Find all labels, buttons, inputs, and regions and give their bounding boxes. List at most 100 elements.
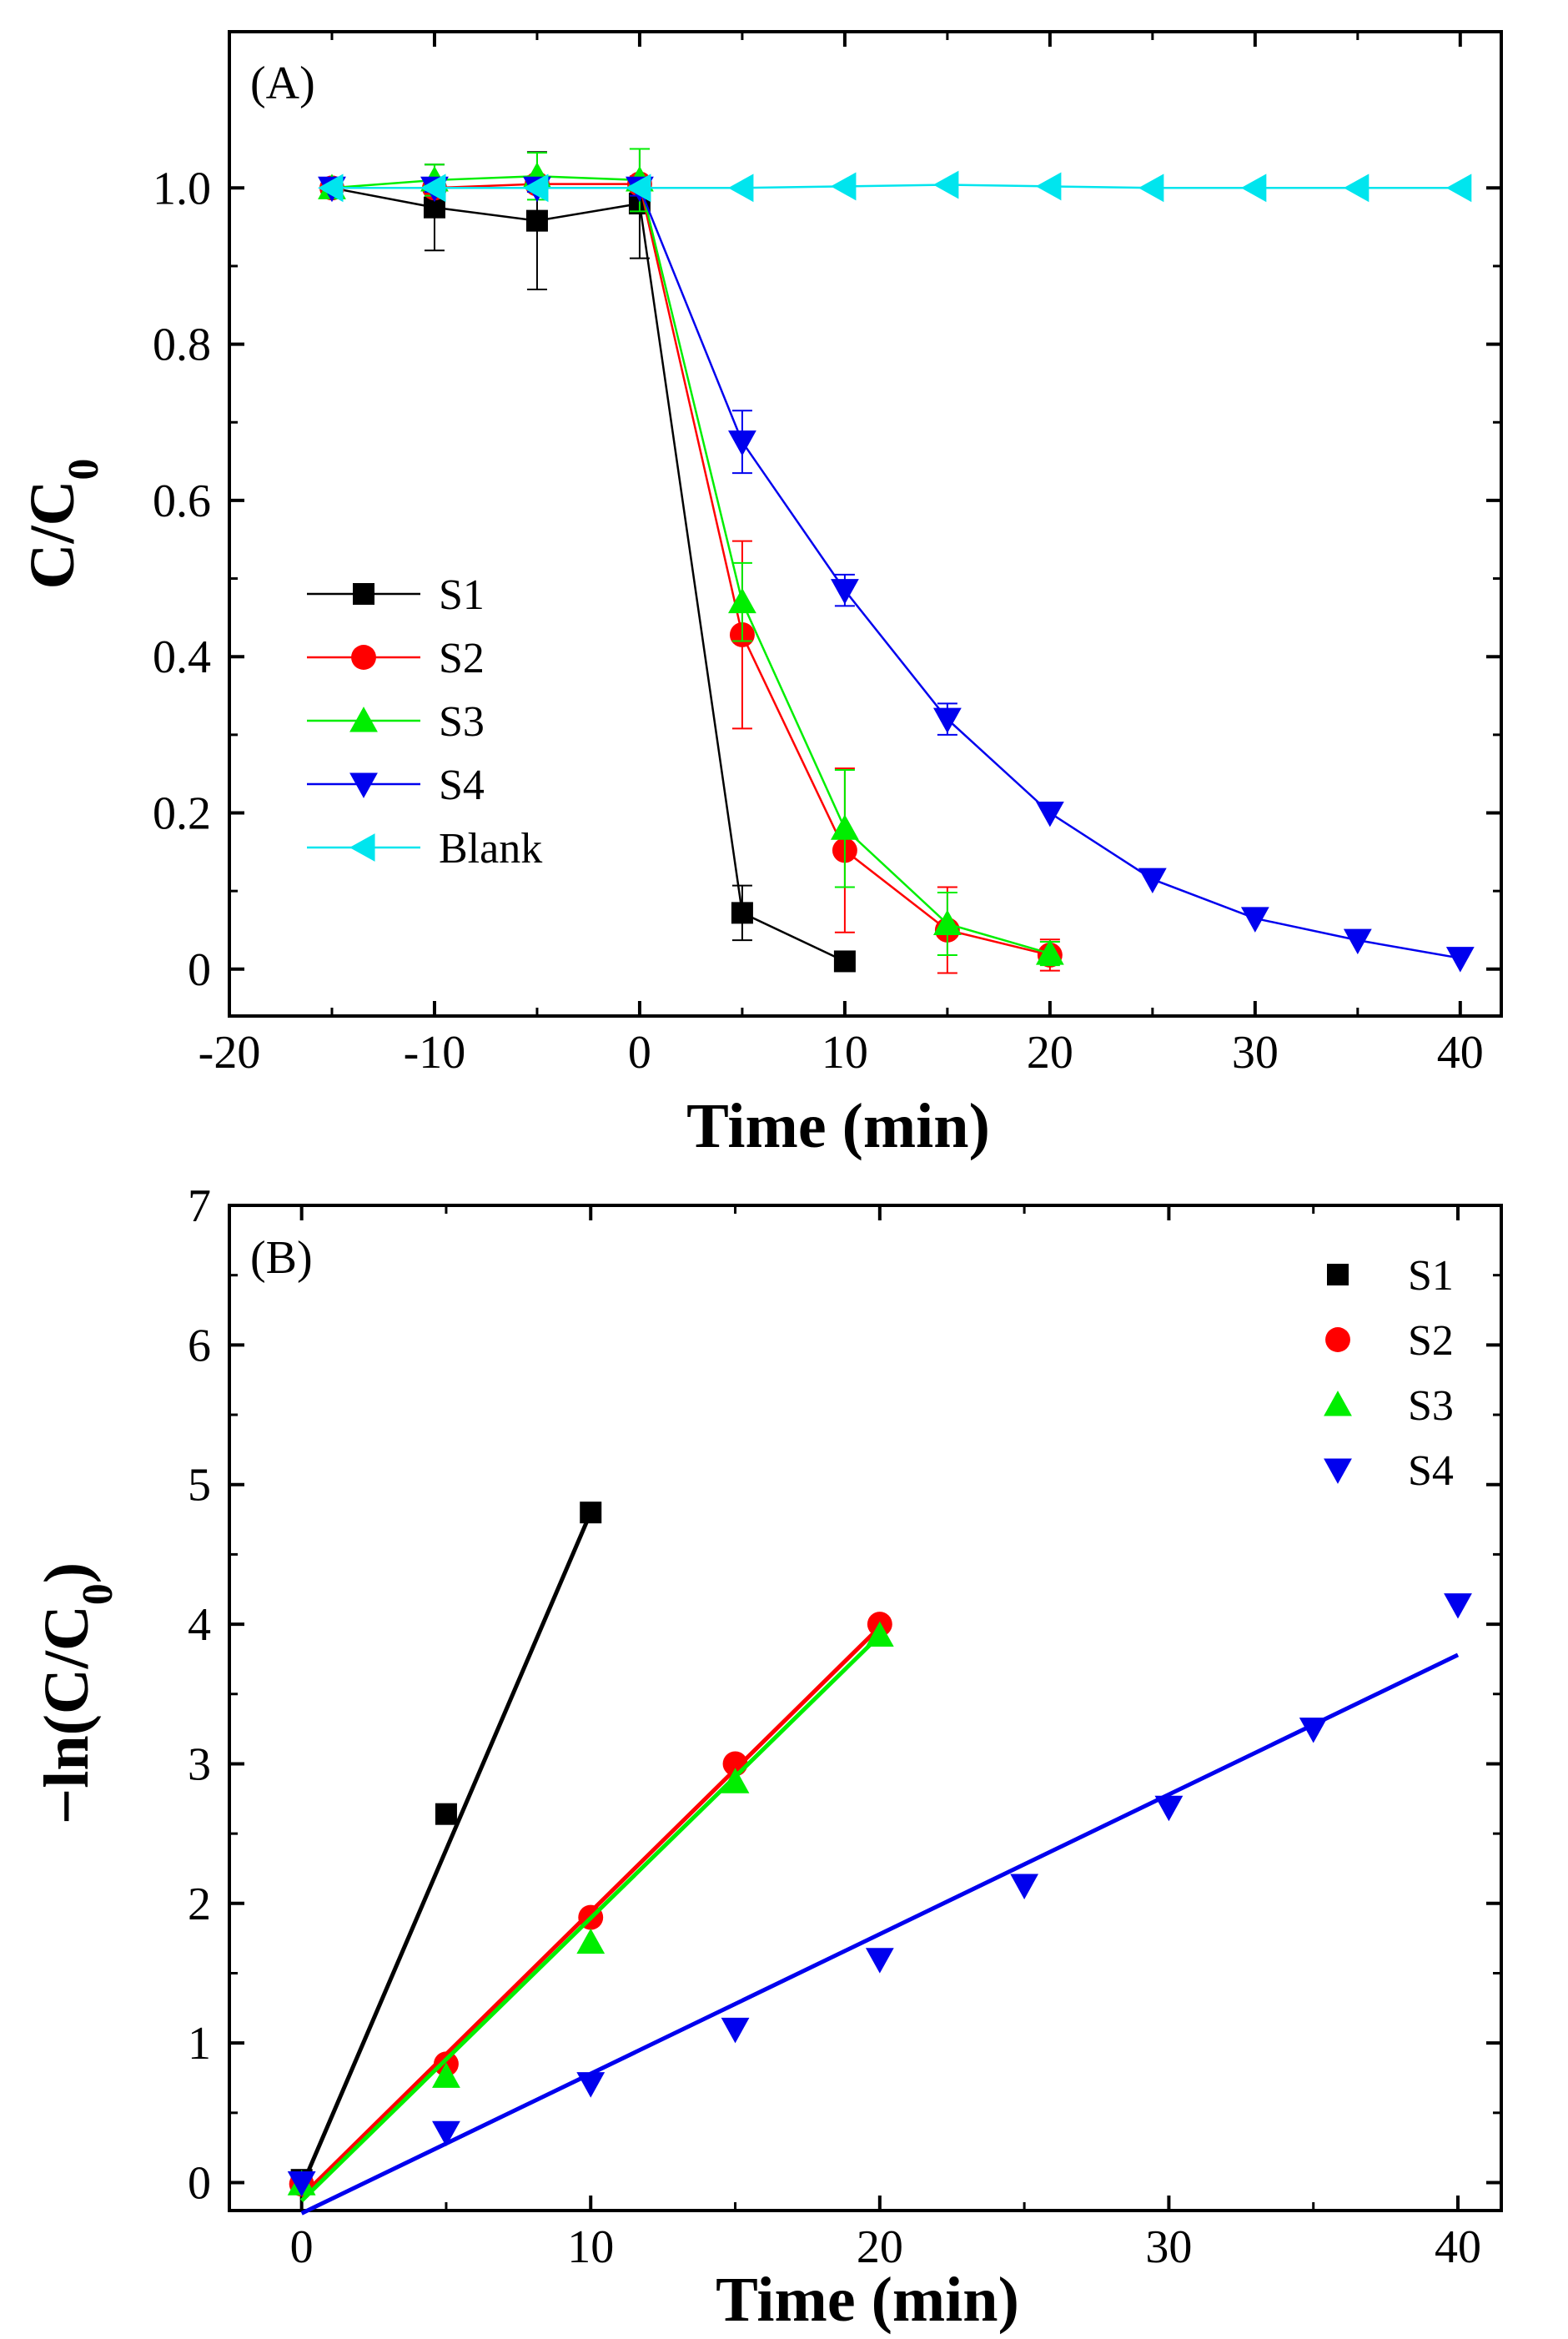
panel-a-x-axis: -20 -10 0 10 20 30 40 — [199, 32, 1484, 1079]
panel-b-point-s1 — [435, 1803, 457, 1825]
panel-b-label: (B) — [250, 1232, 313, 1284]
panel-a-point-s3 — [831, 814, 859, 840]
panel-b-y-axis-label: −ln(C/C0) — [32, 1562, 122, 1824]
panel-a: -20 -10 0 10 20 30 40 00.20.40.60.81.0 S1S2S3S… — [18, 30, 1503, 1161]
panel-b-x-tick-label: 40 — [1435, 2221, 1481, 2273]
panel-a-point-s4 — [728, 430, 756, 456]
panel-b-point-s4 — [576, 2072, 606, 2098]
panel-a-y-tick-label: 0.8 — [153, 319, 211, 371]
panel-b-legend: S1 S2 S3 S4 — [1324, 1252, 1454, 1495]
panel-a-point-blank — [318, 174, 344, 203]
panel-b-legend-label: S1 — [1408, 1252, 1454, 1300]
panel-a-x-tick-label: 10 — [822, 1027, 868, 1079]
panel-a-point-s1 — [525, 209, 548, 232]
panel-b-x-tick-label: 0 — [290, 2221, 314, 2273]
panel-a-point-blank — [523, 174, 549, 203]
panel-b-y-tick-label: 1 — [188, 2018, 211, 2070]
panel-a-point-blank — [1035, 172, 1062, 201]
panel-a-point-blank — [420, 174, 446, 203]
panel-a-point-s1 — [731, 902, 753, 924]
panel-a-point-s4 — [1138, 868, 1167, 894]
panel-a-y-tick-label: 1.0 — [153, 163, 211, 214]
panel-b-legend-marker — [1324, 1391, 1352, 1416]
panel-a-point-blank — [1445, 174, 1472, 203]
panel-b-legend-label: S2 — [1408, 1317, 1454, 1365]
panel-b-x-axis-label: Time (min) — [716, 2265, 1019, 2335]
panel-b-frame — [228, 1204, 1503, 2212]
panel-b-point-s4 — [1299, 1718, 1328, 1743]
panel-b-y-tick-label: 2 — [188, 1879, 211, 1930]
panel-a-point-s1 — [833, 950, 856, 973]
panel-a-y-tick-label: 0 — [188, 944, 211, 996]
panel-a-legend-label: S4 — [439, 762, 485, 809]
panel-b-legend-marker — [1324, 1458, 1352, 1484]
panel-a-legend-marker — [353, 583, 374, 605]
panel-a-y-axis: 0 0.2 0.4 0.6 0.8 1.0 — [153, 163, 1501, 996]
panel-b: 0 10 20 30 40 0 1 2 3 4 5 6 7 S1 S2 S3 S4 (B) Time (mi… — [32, 1180, 1503, 2335]
panel-b-fit-line-s1 — [299, 1512, 593, 2188]
panel-b-fit-line-s4 — [300, 1652, 1460, 2216]
panel-b-point-s4 — [865, 1948, 894, 1974]
panel-a-label: (A) — [250, 58, 315, 109]
panel-a-line-s1 — [331, 187, 846, 963]
panel-a-x-tick-label: 30 — [1232, 1027, 1279, 1079]
panel-a-point-s4 — [831, 579, 859, 605]
panel-a-legend-label: S2 — [439, 635, 485, 682]
panel-a-legend-item-s1: S1 — [307, 571, 485, 619]
panel-b-x-tick-label: 10 — [567, 2221, 614, 2273]
panel-a-point-blank — [831, 172, 857, 201]
panel-a-legend: S1 S2 S3 S4 Blank — [307, 571, 542, 873]
panel-a-series-s1 — [320, 148, 856, 973]
panel-a-point-s3 — [932, 909, 962, 936]
panel-a-legend-marker — [349, 707, 378, 732]
panel-b-point-s4 — [287, 2171, 316, 2197]
panel-a-x-tick-label: 40 — [1437, 1027, 1484, 1079]
panel-b-y-tick-label: 6 — [188, 1320, 211, 1371]
panel-a-point-s4 — [1343, 928, 1372, 955]
panel-b-legend-item-s1: S1 — [1327, 1252, 1454, 1300]
panel-b-legend-marker — [1325, 1327, 1350, 1352]
panel-b-point-s4 — [432, 2120, 460, 2147]
panel-a-point-s4 — [932, 707, 962, 734]
panel-a-point-blank — [728, 174, 754, 203]
panel-a-point-s3 — [1035, 939, 1064, 965]
panel-a-line-s3 — [331, 175, 1051, 955]
panel-a-line-blank — [331, 184, 1460, 189]
panel-a-legend-marker — [349, 772, 378, 798]
panel-b-y-tick-label: 0 — [188, 2158, 211, 2210]
panel-b-point-s3 — [721, 1768, 750, 1793]
panel-b-y-tick-label: 7 — [188, 1180, 211, 1232]
panel-a-series-blank — [318, 170, 1472, 203]
panel-b-legend-label: S4 — [1408, 1447, 1454, 1495]
panel-a-series-s2 — [319, 171, 1063, 974]
panel-b-fit-line-s3 — [299, 1633, 882, 2203]
panel-a-x-tick-label: -10 — [404, 1027, 466, 1079]
panel-a-point-s4 — [1445, 947, 1475, 973]
panel-b-y-tick-label: 4 — [188, 1599, 211, 1651]
panel-b-legend-marker — [1327, 1264, 1349, 1285]
panel-a-legend-item-blank: Blank — [307, 825, 542, 873]
panel-b-point-s3 — [576, 1928, 606, 1954]
panel-a-legend-item-s3: S3 — [307, 698, 485, 746]
panel-a-x-tick-label: 0 — [628, 1027, 651, 1079]
panel-a-legend-marker — [351, 645, 376, 670]
panel-a-legend-item-s2: S2 — [307, 635, 485, 682]
panel-b-x-tick-label: 30 — [1145, 2221, 1192, 2273]
panel-a-y-tick-label: 0.2 — [153, 788, 211, 840]
panel-a-x-tick-label: -20 — [199, 1027, 261, 1079]
panel-b-series-s3 — [287, 1621, 894, 2203]
panel-a-series-layer — [318, 148, 1475, 974]
panel-b-y-tick-label: 3 — [188, 1738, 211, 1790]
panel-b-legend-item-s2: S2 — [1325, 1317, 1454, 1365]
panel-b-x-axis: 0 10 20 30 40 — [290, 1205, 1481, 2273]
panel-b-series-s4 — [287, 1593, 1472, 2216]
panel-b-point-s4 — [1154, 1795, 1184, 1822]
panel-a-y-tick-label: 0.4 — [153, 631, 211, 683]
panel-a-legend-label: Blank — [439, 825, 542, 873]
panel-a-point-blank — [1343, 174, 1369, 203]
panel-a-y-tick-label: 0.6 — [153, 475, 211, 527]
panel-a-point-blank — [932, 170, 959, 199]
panel-a-point-blank — [1240, 174, 1267, 203]
panel-b-point-s3 — [865, 1621, 894, 1647]
